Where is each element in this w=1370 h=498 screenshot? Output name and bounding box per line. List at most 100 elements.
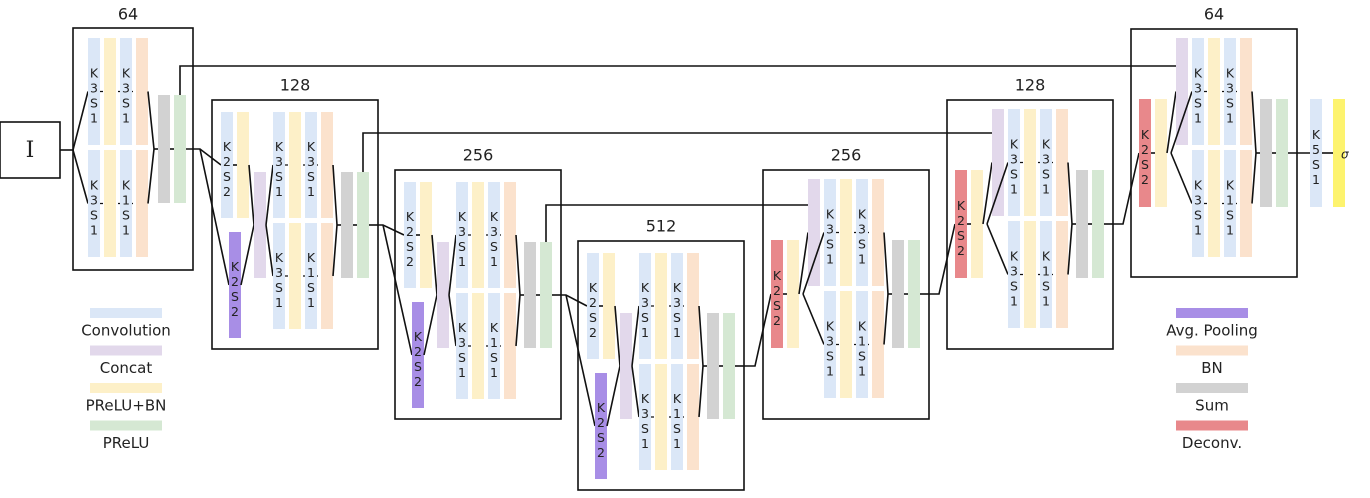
legend-swatch [1176,420,1248,431]
layer-label: K3S1 [87,66,102,126]
layer-label: K2S2 [411,329,426,389]
prelu-bn-layer [787,240,799,348]
avg-pool-layer [412,302,424,408]
conv-layer [639,364,651,470]
bn-layer [136,150,148,257]
layer-label: K1S1 [1039,249,1054,309]
wire [1251,91,1257,204]
bn-layer [504,182,516,288]
bn-layer [1056,221,1068,328]
conv-layer [1008,109,1020,216]
wire [798,232,809,295]
layer-label: K2S2 [220,139,235,199]
conv-layer [587,253,599,359]
block-title: 128 [280,76,311,95]
layer-label: K3S1 [1191,66,1206,126]
conv-layer [1040,221,1052,328]
concat-layer [808,179,820,286]
conv-layer [88,150,100,257]
prelu-bn-layer [603,253,615,359]
concat-layer [620,313,632,419]
layer-label: K3S1 [1039,137,1054,197]
layer-label: K3S1 [1007,249,1022,309]
prelu-bn-layer [840,291,852,398]
bn-layer [321,223,333,329]
legend-swatch [90,308,162,318]
wire [147,91,155,204]
conv-layer [1192,150,1204,257]
sum-layer [158,95,170,203]
prelu-layer [1276,99,1288,207]
deconv-layer [771,240,783,348]
wire [1067,162,1073,275]
wire [448,294,457,347]
prelu-layer [540,242,552,348]
sum-layer [1076,170,1088,278]
layer-label: K1S1 [119,178,134,238]
bn-layer [687,364,699,470]
wire [545,204,808,242]
block-title: 256 [831,146,862,165]
layer-label: K2S2 [770,268,785,328]
prelu-bn-layer [472,293,484,399]
layer-label: K1S1 [487,320,502,380]
wire [929,223,956,295]
layer-label: K3S1 [823,319,838,379]
prelu-bn-layer [1024,109,1036,216]
wire [982,162,993,225]
wire [1113,152,1140,225]
bn-layer [136,38,148,145]
layer-label: K2S2 [403,209,418,269]
bn-layer [321,112,333,218]
legend-swatch [1176,308,1248,318]
wire [561,294,588,307]
conv-layer [404,182,416,288]
layer-label: K3S1 [119,66,134,126]
legend-label: Concat [100,359,153,377]
legend-label: PReLU [103,434,150,452]
prelu-bn-layer [1155,99,1167,207]
conv-layer [856,291,868,398]
wire [378,224,405,236]
conv-layer [1310,99,1322,207]
prelu-bn-layer [1333,99,1345,207]
layer-label: K3S1 [455,209,470,269]
bn-layer [504,293,516,399]
prelu-bn-layer [655,253,667,359]
conv-layer [88,38,100,145]
sum-layer [1260,99,1272,207]
layer-label: K3S1 [304,139,319,199]
conv-layer [221,112,233,218]
bn-layer [1056,109,1068,216]
wire [631,365,640,418]
wire [72,91,89,151]
layer-label: K1S1 [855,319,870,379]
layer-label: K3S1 [855,207,870,267]
legend-label: PReLU+BN [86,397,167,415]
layer-label: K3S1 [670,280,685,340]
wire [565,294,596,427]
legend-swatch [90,383,162,393]
block-title: 64 [1204,5,1224,24]
sum-layer [341,172,353,278]
prelu-layer [723,313,735,419]
wire [698,305,704,418]
sum-layer [524,242,536,348]
wire [1170,91,1193,154]
prelu-bn-layer [104,150,116,257]
block-title: 128 [1015,76,1046,95]
conv-layer [456,182,468,288]
layer-label: K3S1 [272,250,287,310]
conv-layer [1008,221,1020,328]
legend-label: Convolution [81,322,171,340]
prelu-bn-layer [655,364,667,470]
conv-layer [305,112,317,218]
wire [515,234,521,347]
layer-label: K2S2 [1138,127,1153,187]
prelu-bn-layer [1208,38,1220,145]
block-title: 64 [118,5,138,24]
bn-layer [872,291,884,398]
prelu-layer [908,240,920,348]
layer-label: K3S1 [1191,178,1206,238]
wire [1170,152,1193,204]
